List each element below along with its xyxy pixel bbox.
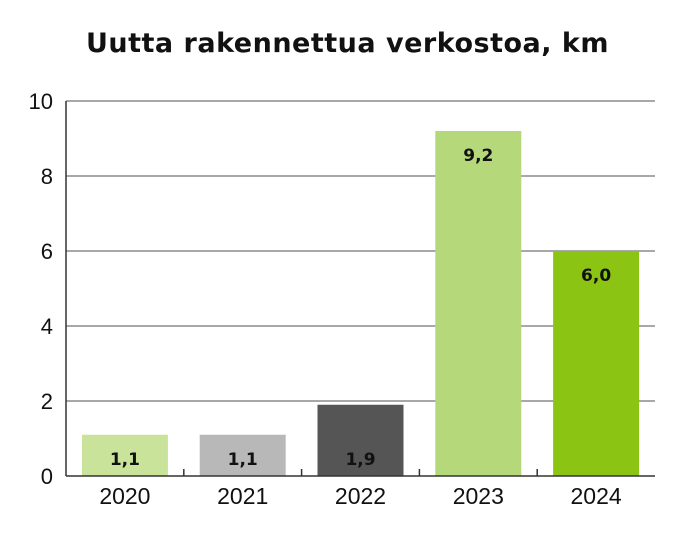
bar [81, 434, 168, 476]
x-tick-label: 2021 [217, 483, 268, 509]
data-label: 1,1 [228, 450, 258, 470]
bar [553, 251, 640, 476]
y-tick-label: 0 [41, 464, 53, 489]
bar [435, 131, 522, 476]
data-label: 9,2 [463, 146, 493, 166]
y-tick-label: 10 [29, 89, 53, 114]
x-tick-label: 2024 [571, 483, 622, 509]
y-tick-label: 4 [41, 314, 53, 339]
y-tick-label: 2 [41, 389, 53, 414]
y-tick-label: 6 [41, 239, 53, 264]
bar [317, 404, 404, 476]
axes [65, 101, 655, 477]
chart-title: Uutta rakennettua verkostoa, km [85, 28, 610, 59]
x-tick-label: 2020 [99, 483, 150, 509]
data-label: 1,1 [110, 450, 140, 470]
data-label: 6,0 [581, 266, 611, 286]
labels-group: 0 2 4 6 8 10 1,1 2020 1,1 2021 1,9 2022 9,2 2023 6,0 20… [29, 89, 622, 509]
data-label: 1,9 [345, 450, 375, 470]
x-tick-label: 2023 [453, 483, 504, 509]
y-tick-label: 8 [41, 164, 53, 189]
x-tick-label: 2022 [335, 483, 386, 509]
bar [199, 434, 286, 476]
bars-group [81, 131, 640, 476]
